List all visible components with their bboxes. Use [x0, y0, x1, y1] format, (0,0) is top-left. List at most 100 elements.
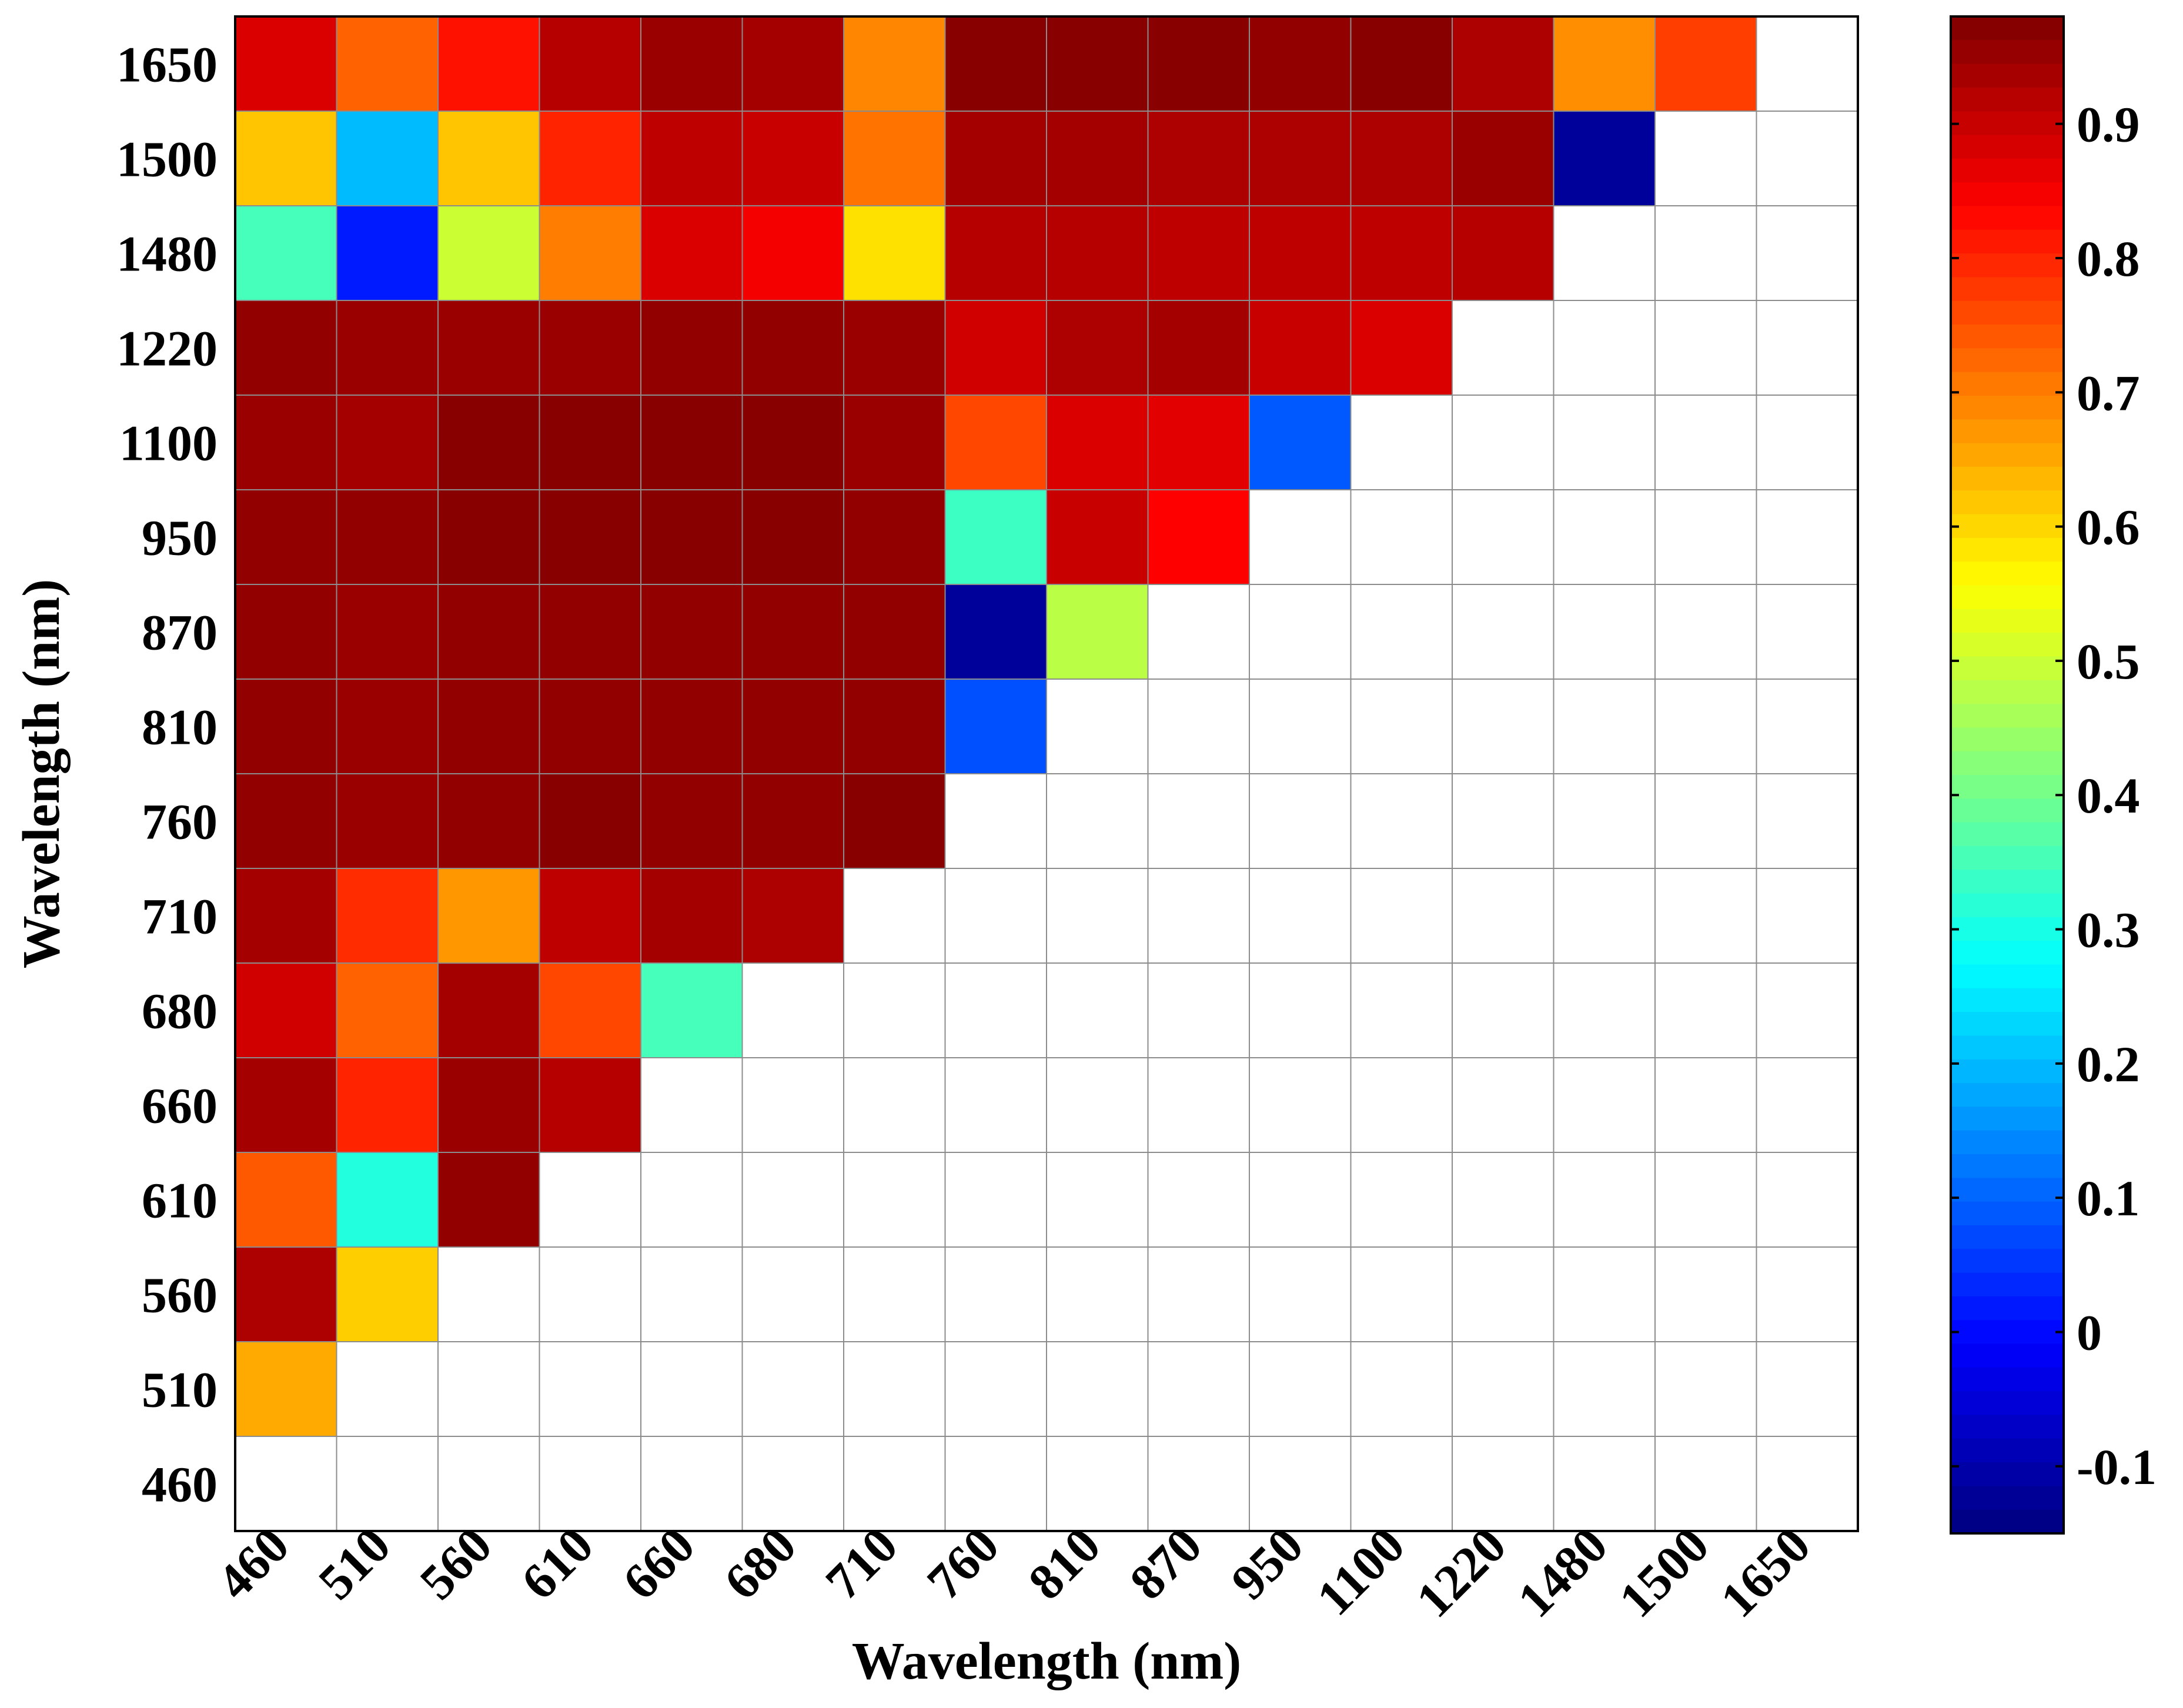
heatmap-cell — [235, 774, 337, 869]
heatmap-cell — [336, 490, 439, 585]
heatmap-cell — [945, 111, 1047, 206]
colorbar-segment — [1951, 1486, 2064, 1510]
heatmap-cell — [438, 963, 540, 1058]
colorbar-segment — [1951, 1391, 2064, 1416]
colorbar-segment — [1951, 845, 2064, 870]
colorbar-tick-label: 0.9 — [2077, 96, 2140, 153]
heatmap-cell — [844, 206, 945, 301]
heatmap-cell — [438, 395, 540, 490]
y-axis-label: Wavelength (nm) — [12, 579, 71, 968]
heatmap-cell — [1350, 111, 1453, 206]
y-tick-label: 560 — [142, 1267, 218, 1323]
heatmap-cell — [742, 111, 844, 206]
colorbar-segment — [1951, 1272, 2064, 1297]
heatmap-cell — [1249, 111, 1351, 206]
colorbar-segment — [1951, 917, 2064, 941]
colorbar-segment — [1951, 1012, 2064, 1037]
y-tick-label: 610 — [142, 1172, 218, 1229]
heatmap-cell — [945, 16, 1047, 112]
heatmap-cell — [336, 679, 439, 774]
heatmap-cell — [336, 16, 439, 112]
y-tick-label: 680 — [142, 983, 218, 1039]
heatmap-cell — [641, 395, 743, 490]
x-tick-labels: 460 510 560 610 660 680 710 760 810 870 9501100122… — [206, 1517, 1821, 1629]
colorbar-segment — [1951, 704, 2064, 728]
colorbar-segment — [1951, 680, 2064, 704]
heatmap-cell — [336, 111, 439, 206]
y-tick-label: 510 — [142, 1362, 218, 1418]
colorbar-segment — [1951, 1367, 2064, 1392]
heatmap-cell — [539, 679, 641, 774]
heatmap-cell — [1047, 490, 1148, 585]
heatmap-cell — [539, 963, 641, 1058]
colorbar-segment — [1951, 1201, 2064, 1226]
heatmap-cell — [1350, 300, 1453, 396]
grid-lines — [235, 16, 1858, 1531]
colorbar-segment — [1951, 1509, 2064, 1534]
heatmap-cell — [235, 111, 337, 206]
heatmap-cell — [1655, 16, 1757, 112]
colorbar-segment — [1951, 561, 2064, 586]
colorbar-segment — [1951, 1178, 2064, 1202]
colorbar-segment — [1951, 396, 2064, 420]
heatmap-cell — [1148, 16, 1250, 112]
colorbar-segment — [1951, 1415, 2064, 1439]
colorbar-segment — [1951, 348, 2064, 373]
heatmap-cell — [539, 111, 641, 206]
heatmap-cell — [1047, 584, 1148, 680]
y-tick-label: 1220 — [116, 320, 218, 377]
colorbar-segment — [1951, 87, 2064, 112]
colorbar-segment — [1951, 419, 2064, 444]
heatmap-cell — [1047, 206, 1148, 301]
heatmap-cell — [539, 584, 641, 680]
colorbar-segment — [1951, 1083, 2064, 1107]
heatmap-cell — [336, 395, 439, 490]
heatmap-cell — [641, 16, 743, 112]
heatmap-cell — [235, 1058, 337, 1153]
y-tick-label: 710 — [142, 888, 218, 945]
heatmap-cell — [539, 300, 641, 396]
colorbar-segment — [1951, 325, 2064, 349]
x-axis-label: Wavelength (nm) — [852, 1632, 1241, 1690]
colorbar-segment — [1951, 822, 2064, 847]
heatmap-cell — [742, 584, 844, 680]
heatmap-cell — [742, 490, 844, 585]
heatmap-cell — [1350, 206, 1453, 301]
colorbar-segment — [1951, 1320, 2064, 1345]
colorbar-tick-label: 0.1 — [2077, 1170, 2140, 1226]
heatmap-cell — [235, 1247, 337, 1342]
x-tick-label: 1650 — [1710, 1517, 1821, 1629]
colorbar-segment — [1951, 514, 2064, 539]
heatmap-cell — [438, 490, 540, 585]
colorbar-segment — [1951, 656, 2064, 681]
x-tick-label: 1220 — [1405, 1517, 1517, 1629]
heatmap-cell — [641, 868, 743, 964]
heatmap-cell — [742, 206, 844, 301]
heatmap-cell — [1452, 206, 1554, 301]
colorbar-segment — [1951, 1035, 2064, 1060]
colorbar-tick-labels: 0.9 0.8 0.7 0.6 0.5 0.4 0.3 0.2 0.1 0 -0.1 — [1951, 96, 2157, 1495]
colorbar-segment — [1951, 300, 2064, 325]
heatmap-cell — [641, 206, 743, 301]
heatmap-cell — [945, 206, 1047, 301]
heatmap-cell — [1249, 206, 1351, 301]
heatmap-cell — [1047, 395, 1148, 490]
heatmap-cell — [1047, 111, 1148, 206]
colorbar-segment — [1951, 16, 2064, 41]
heatmap-cell — [438, 16, 540, 112]
colorbar-tick-label: 0.8 — [2077, 230, 2140, 287]
heatmap-cell — [945, 395, 1047, 490]
colorbar-segment — [1951, 775, 2064, 799]
heatmap-cell — [1148, 490, 1250, 585]
heatmap-cell — [235, 963, 337, 1058]
y-tick-label: 870 — [142, 604, 218, 661]
heatmap-cell — [438, 1152, 540, 1248]
colorbar-tick-label: 0.3 — [2077, 902, 2140, 958]
heatmap-cell — [438, 206, 540, 301]
heatmap-cell — [1148, 111, 1250, 206]
colorbar-segment — [1951, 111, 2064, 136]
heatmap-cell — [641, 679, 743, 774]
heatmap-cell — [235, 206, 337, 301]
heatmap-cell — [235, 868, 337, 964]
colorbar-segment — [1951, 609, 2064, 633]
